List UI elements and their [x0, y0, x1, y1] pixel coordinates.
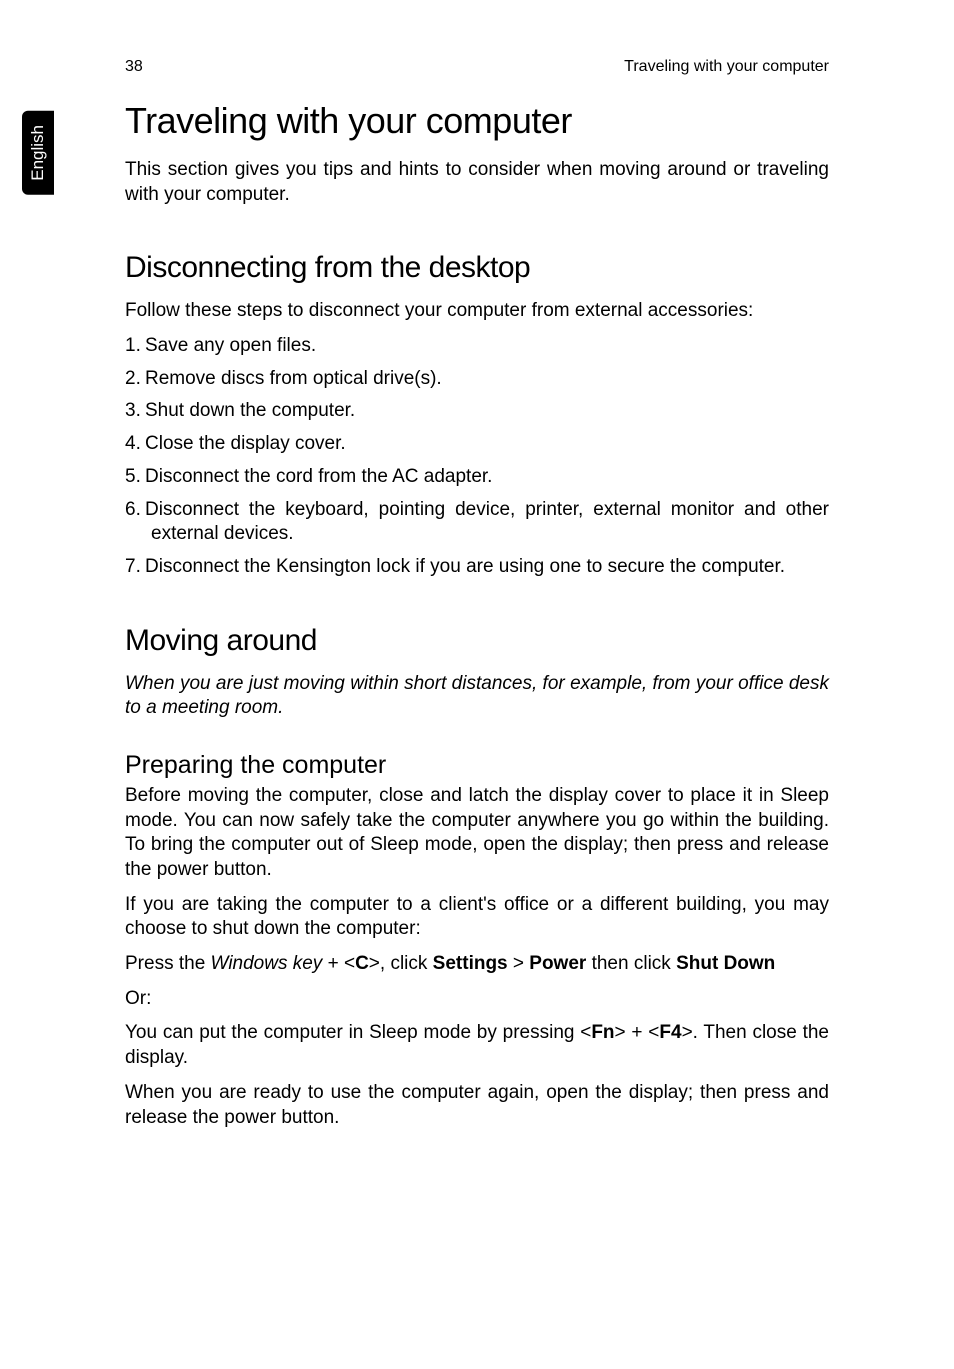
section-heading: Moving around [125, 624, 829, 658]
text: > [508, 953, 530, 974]
step-text: Remove discs from optical drive(s). [145, 368, 442, 389]
list-item: 1.Save any open files. [125, 334, 829, 359]
list-item: 7.Disconnect the Kensington lock if you … [125, 555, 829, 580]
step-text: Save any open files. [145, 335, 316, 356]
list-item: 5.Disconnect the cord from the AC adapte… [125, 465, 829, 490]
section-intro-italic: When you are just moving within short di… [125, 672, 829, 721]
ui-label: Power [529, 953, 586, 974]
text: >, click [369, 953, 433, 974]
page-header: 38 Traveling with your computer [0, 58, 954, 76]
page-content: Traveling with your computer This sectio… [125, 100, 829, 1140]
body-paragraph: Before moving the computer, close and la… [125, 784, 829, 883]
key-name: Windows key [211, 953, 323, 974]
section-heading: Disconnecting from the desktop [125, 251, 829, 285]
step-text: Disconnect the keyboard, pointing device… [145, 499, 829, 545]
key-name: F4 [659, 1022, 681, 1043]
text: then click [586, 953, 676, 974]
body-paragraph: Or: [125, 987, 829, 1012]
page-title: Traveling with your computer [125, 100, 829, 142]
step-text: Close the display cover. [145, 433, 346, 454]
list-item: 4.Close the display cover. [125, 432, 829, 457]
body-paragraph: You can put the computer in Sleep mode b… [125, 1021, 829, 1070]
key-name: Fn [591, 1022, 614, 1043]
text: > + < [615, 1022, 660, 1043]
step-text: Shut down the computer. [145, 400, 355, 421]
ui-label: Shut Down [676, 953, 775, 974]
text: Press the [125, 953, 211, 974]
body-paragraph: Press the Windows key + <C>, click Setti… [125, 952, 829, 977]
intro-paragraph: This section gives you tips and hints to… [125, 158, 829, 207]
list-item: 6.Disconnect the keyboard, pointing devi… [125, 498, 829, 547]
section-intro: Follow these steps to disconnect your co… [125, 299, 829, 324]
steps-list: 1.Save any open files. 2.Remove discs fr… [125, 334, 829, 580]
step-text: Disconnect the Kensington lock if you ar… [145, 556, 785, 577]
body-paragraph: If you are taking the computer to a clie… [125, 893, 829, 942]
language-tab: English [22, 111, 54, 195]
text: + < [322, 953, 355, 974]
running-title: Traveling with your computer [624, 58, 829, 76]
ui-label: Settings [433, 953, 508, 974]
list-item: 2.Remove discs from optical drive(s). [125, 367, 829, 392]
page-number: 38 [125, 58, 143, 76]
step-text: Disconnect the cord from the AC adapter. [145, 466, 492, 487]
body-paragraph: When you are ready to use the computer a… [125, 1081, 829, 1130]
subsection-heading: Preparing the computer [125, 751, 829, 780]
key-name: C [355, 953, 369, 974]
list-item: 3.Shut down the computer. [125, 399, 829, 424]
text: You can put the computer in Sleep mode b… [125, 1022, 591, 1043]
